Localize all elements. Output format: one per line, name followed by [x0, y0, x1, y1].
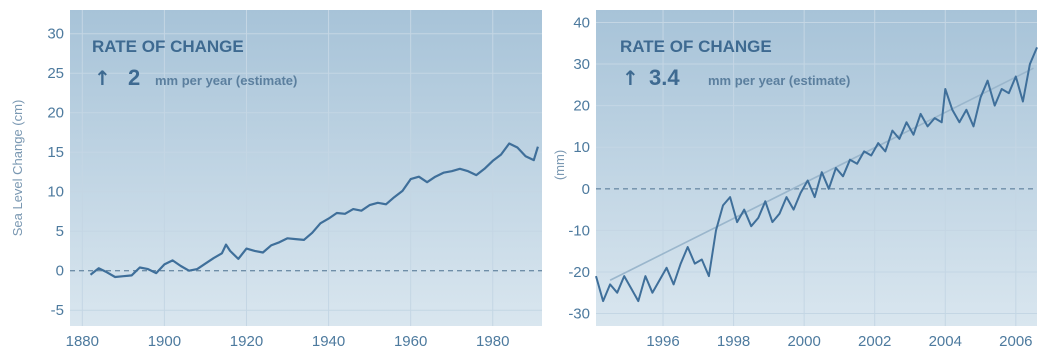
left-y-tick-label: 30: [47, 26, 64, 43]
left-y-axis-label: Sea Level Change (cm): [10, 100, 25, 237]
right-x-tick-labels: 1996 1998 2000 2002 2004 2006: [646, 333, 1032, 350]
right-y-tick-label: -20: [568, 264, 590, 281]
right-x-tick-label: 2006: [999, 333, 1032, 350]
right-y-tick-label: 0: [582, 181, 590, 198]
left-rate-unit: mm per year (estimate): [155, 73, 297, 88]
left-y-tick-label: 10: [47, 184, 64, 201]
right-x-tick-label: 2004: [929, 333, 962, 350]
right-rate-value: 3.4: [649, 65, 680, 90]
left-y-tick-label: 20: [47, 105, 64, 122]
right-y-axis-label: (mm): [552, 150, 567, 180]
left-grid: [70, 10, 542, 326]
left-x-tick-label: 1900: [148, 333, 181, 350]
left-rate-heading: RATE OF CHANGE: [92, 37, 244, 56]
right-y-tick-label: -10: [568, 222, 590, 239]
right-y-tick-label: 20: [573, 98, 590, 115]
right-x-tick-label: 2000: [787, 333, 820, 350]
left-x-tick-label: 1980: [476, 333, 509, 350]
right-x-tick-label: 1998: [717, 333, 750, 350]
left-sea-level-series-line: [89, 142, 539, 279]
right-y-tick-labels: -30 -20 -10 0 10 20 30 40: [568, 14, 590, 322]
right-rate-unit: mm per year (estimate): [708, 73, 850, 88]
right-y-tick-label: -30: [568, 306, 590, 323]
right-y-tick-label: 40: [573, 14, 590, 31]
left-plot-background: [70, 10, 542, 326]
left-x-tick-labels: 1880 1900 1920 1940 1960 1980: [66, 333, 510, 350]
right-y-tick-label: 10: [573, 139, 590, 156]
right-plot-background: [596, 10, 1037, 326]
left-x-tick-label: 1880: [66, 333, 99, 350]
left-rate-value: 2: [128, 65, 140, 90]
left-y-tick-label: 5: [56, 223, 64, 240]
right-x-tick-label: 2002: [858, 333, 891, 350]
left-x-tick-label: 1960: [394, 333, 427, 350]
left-rate-arrow-icon: ↑: [94, 66, 111, 90]
left-y-tick-label: 0: [56, 263, 64, 280]
right-rate-heading: RATE OF CHANGE: [620, 37, 772, 56]
left-y-tick-labels: -5 0 5 10 15 20 25 30: [47, 26, 64, 320]
left-y-tick-label: 25: [47, 65, 64, 82]
right-rate-arrow-icon: ↑: [622, 66, 639, 90]
right-sea-level-series-line: [595, 47, 1038, 303]
left-x-tick-label: 1940: [312, 333, 345, 350]
left-y-tick-label: 15: [47, 144, 64, 161]
right-x-tick-label: 1996: [646, 333, 679, 350]
right-y-tick-label: 30: [573, 56, 590, 73]
left-x-tick-label: 1920: [230, 333, 263, 350]
right-grid: [596, 10, 1037, 326]
left-y-tick-label: -5: [51, 302, 64, 319]
right-chart: -30 -20 -10 0 10 20 30 40 1996 1998 2000 2002 2004 2…: [552, 10, 1038, 350]
